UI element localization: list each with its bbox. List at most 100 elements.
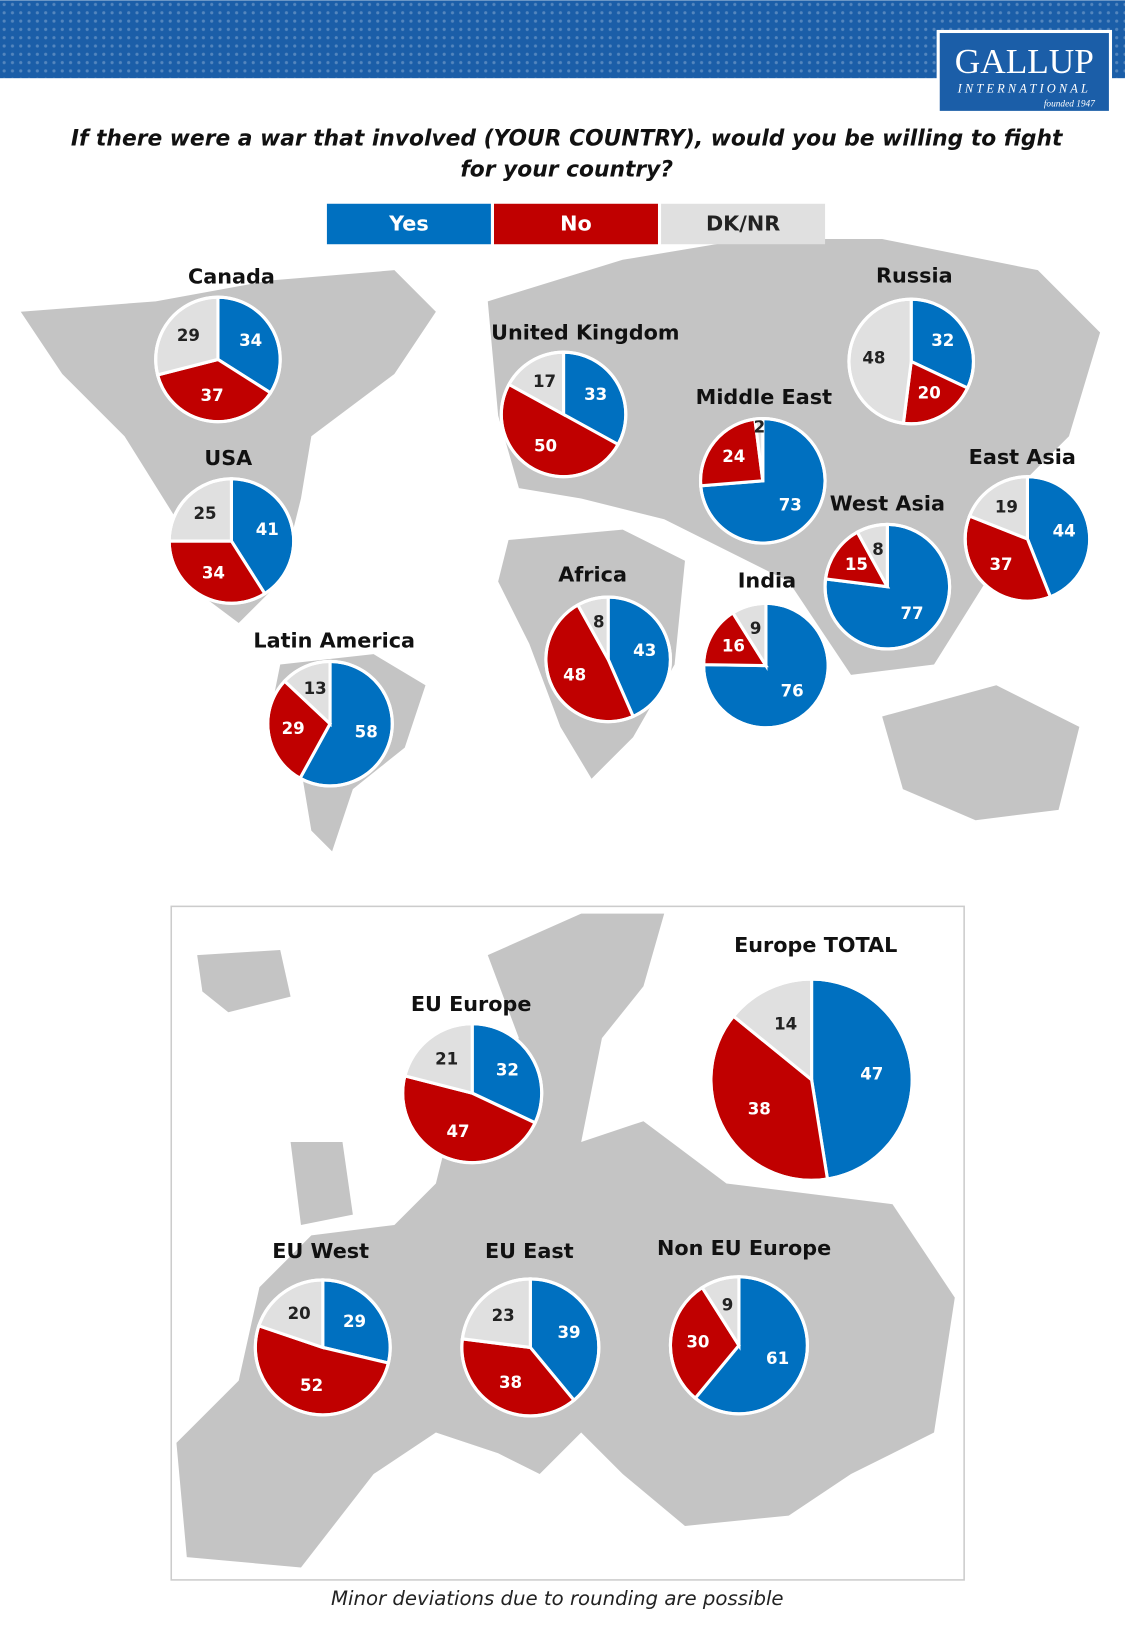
slice-label: 21 [435,1050,458,1069]
pie-outline [253,1278,392,1417]
pie-outline [823,522,952,651]
slice-label: 39 [557,1323,580,1342]
slice-label: 34 [202,563,225,582]
pie-outline [847,297,976,426]
pie-outline [167,477,296,605]
pie-outline [499,350,628,479]
slice-label: 20 [918,384,941,403]
pie-outline [401,1022,544,1165]
pie: 39 38 23 [460,1277,601,1418]
logo-sub: INTERNATIONAL [957,81,1091,95]
pie-title: Russia [876,263,953,287]
slice-label: 76 [781,682,804,701]
slice-label: 16 [722,637,745,656]
slice-label: 33 [584,385,607,404]
pie-title: EU West [272,1239,369,1263]
footnote: Minor deviations due to rounding are pos… [331,1587,784,1610]
pie-title: Latin America [253,629,415,653]
slice-label: 47 [447,1122,470,1141]
slice-label: 48 [862,349,885,368]
slice-label: 50 [534,437,557,456]
title-line: If there were a war that involved (YOUR … [71,126,1064,151]
slice-label: 14 [774,1015,797,1034]
slice-label: 20 [288,1304,311,1323]
pie: 32 20 48 [847,297,976,426]
pie: 32 47 21 [401,1022,544,1165]
pie-outline [698,417,827,545]
slice-label: 29 [282,719,305,738]
pie-title: USA [204,446,252,470]
pie-title: United Kingdom [491,320,679,344]
slice-label: 25 [193,504,216,523]
slice-label: 58 [355,723,378,742]
slice-label: 15 [845,555,868,574]
pie-title: West Asia [830,492,945,516]
pie-outline [460,1277,601,1418]
legend-label: DK/NR [706,212,780,236]
slice-label: 38 [499,1373,522,1392]
slice-label: 38 [748,1099,771,1118]
slice-label: 2 [754,418,766,437]
slice-label: 43 [633,641,656,660]
pie: 41 34 25 [167,477,296,605]
pie-title: EU Europe [411,992,532,1016]
slice-label: 17 [533,372,556,391]
slice-label: 29 [177,326,200,345]
slice-label: 73 [779,496,802,515]
pie: 77 158 [823,522,952,651]
slice-label: 37 [201,386,224,405]
pie-title: Middle East [696,385,832,409]
legend-label: Yes [388,212,429,236]
pie-outline [709,977,914,1182]
pie-outline [702,601,830,730]
slice-label: 24 [722,447,745,466]
slice-label: 9 [722,1295,734,1314]
pie: 73 24 2 [698,417,827,545]
logo-name: GALLUP [955,42,1094,81]
slice-label: 48 [563,665,586,684]
pie-outline [544,595,672,724]
pie: 44 37 19 [963,475,1092,603]
slice-label: 41 [256,520,279,539]
slice-label: 44 [1053,521,1076,540]
slice-label: 77 [900,604,923,623]
slice-label: 37 [989,555,1012,574]
pie: 34 37 29 [154,295,282,424]
pie-outline [668,1275,809,1416]
legend-swatch [494,203,658,245]
pie-outline [266,659,394,788]
pie-title: EU East [485,1239,574,1263]
slice-label: 32 [496,1060,519,1079]
slice-label: 52 [300,1376,323,1395]
pie-title: India [738,569,796,593]
slice-label: 8 [593,613,605,632]
pie-outline [963,475,1092,603]
pie: 43 48 8 [544,595,672,724]
slice-label: 47 [860,1064,883,1083]
slice-label: 9 [750,619,762,638]
pie-title: Africa [558,562,627,586]
pie: 29 52 20 [253,1278,392,1417]
pie: 58 29 13 [266,659,394,788]
slice-label: 19 [995,498,1018,517]
slice-label: 29 [343,1312,366,1331]
slice-label: 13 [304,679,327,698]
pie-title: Europe TOTAL [734,933,897,957]
pie-title: Non EU Europe [657,1236,831,1260]
slice-label: 30 [686,1332,709,1351]
legend-swatch [661,203,826,245]
logo-box [936,29,1113,114]
pie-title: Canada [188,264,275,288]
title-line: for your country? [460,158,673,183]
slice-label: 34 [239,331,262,350]
legend-swatch [326,203,491,245]
pie-outline [154,295,282,424]
pie: 76 16 9 [702,601,830,730]
legend-label: No [560,212,592,236]
pie-title: East Asia [969,445,1076,469]
slice-label: 8 [872,540,884,559]
slice-label: 23 [492,1306,515,1325]
pie: 61 30 9 [668,1275,809,1416]
slice-label: 61 [766,1349,789,1368]
